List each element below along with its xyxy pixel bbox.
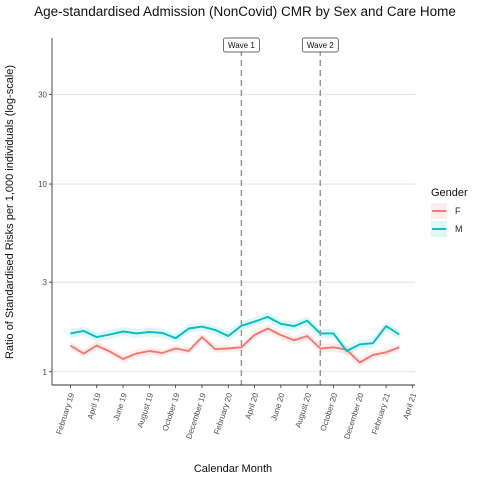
wave-label-2: Wave 2: [301, 37, 339, 53]
legend-item-m: M: [431, 221, 463, 237]
wave-label-box: [223, 37, 260, 53]
x-tick-label: August 19: [136, 391, 156, 429]
x-tick-label: February 20: [212, 391, 234, 435]
x-tick-label: April 21: [401, 391, 418, 420]
x-axis-title: Calendar Month: [194, 463, 272, 475]
y-tick-label: 1: [43, 368, 48, 377]
x-tick-label: April 20: [243, 391, 260, 420]
ci-band-f: [70, 324, 400, 367]
y-axis-title: Ratio of Standardised Risks per 1,000 in…: [4, 65, 16, 359]
x-tick-label: June 20: [269, 391, 287, 421]
wave-label-text: Wave 1: [228, 41, 255, 50]
ci-band-m: [70, 312, 400, 357]
legend: Gender FM: [431, 187, 468, 237]
wave-label-1: Wave 1: [223, 37, 260, 53]
y-tick-label: 3: [43, 278, 48, 287]
plot-area: Wave 1 Wave 2: [52, 37, 415, 385]
x-tick-label: October 19: [161, 391, 182, 432]
x-tick-label: August 20: [293, 391, 313, 429]
y-axis: 1 3 10 30: [38, 38, 53, 385]
x-tick-label: June 19: [112, 391, 130, 421]
chart-title: Age-standardised Admission (NonCovid) CM…: [34, 4, 456, 19]
x-axis: February 19 April 19 June 19 August 19 Octob…: [52, 384, 418, 440]
x-tick-label: October 20: [319, 391, 340, 432]
x-tick-label: December 19: [184, 391, 208, 440]
wave-label-box: [301, 37, 339, 53]
series-line-m: [70, 315, 400, 352]
y-tick-label: 30: [38, 91, 47, 100]
y-tick-label: 10: [38, 180, 47, 189]
x-tick-label: April 19: [86, 391, 103, 420]
x-tick-label: February 19: [54, 391, 76, 435]
x-tick-label: December 20: [342, 391, 366, 440]
legend-title: Gender: [431, 187, 468, 199]
legend-label: M: [455, 224, 463, 234]
x-tick-label: February 21: [370, 391, 392, 435]
legend-label: F: [455, 206, 461, 216]
legend-item-f: F: [431, 203, 461, 219]
wave-label-text: Wave 2: [307, 41, 334, 50]
